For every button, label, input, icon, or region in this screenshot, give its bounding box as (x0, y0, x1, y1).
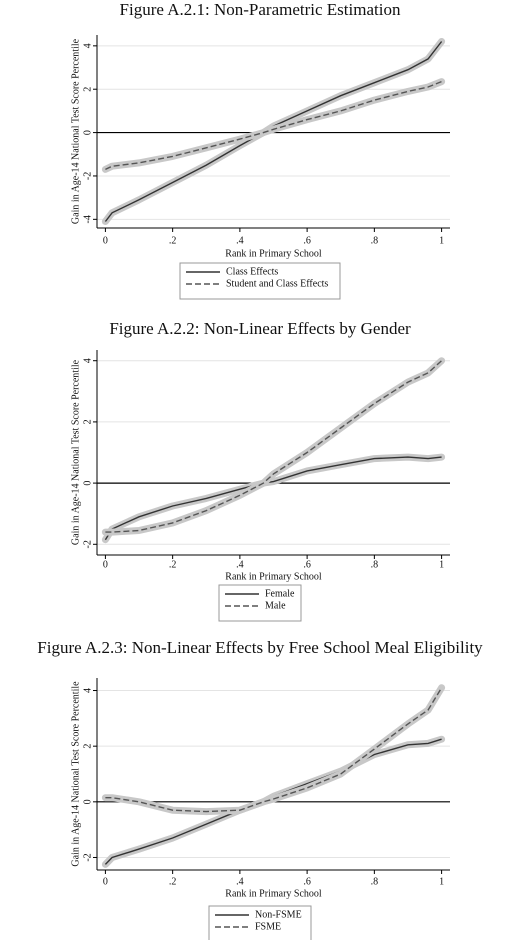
legend-label: Class Effects (226, 266, 278, 277)
x-tick-label: .2 (169, 235, 177, 246)
x-tick-label: 1 (439, 235, 444, 246)
y-tick-label: 2 (82, 744, 93, 749)
y-tick-label: 0 (82, 130, 93, 135)
series-line (105, 80, 442, 171)
legend-label: Non-FSME (255, 909, 302, 920)
x-axis-title: Rank in Primary School (225, 888, 322, 899)
x-tick-label: .4 (236, 559, 244, 570)
y-tick-label: -2 (82, 172, 93, 180)
x-tick-label: .6 (303, 235, 311, 246)
y-tick-label: 4 (82, 358, 93, 363)
y-tick-label: -2 (82, 540, 93, 548)
legend-label: Male (265, 600, 286, 611)
y-tick-label: 0 (82, 481, 93, 486)
y-tick-label: -4 (82, 215, 93, 223)
x-tick-label: .4 (236, 876, 244, 887)
confidence-band (101, 357, 446, 536)
legend-box (218, 584, 302, 622)
x-tick-label: .2 (169, 876, 177, 887)
series-line (105, 687, 443, 813)
y-axis-title: Gain in Age-14 National Test Score Perce… (70, 38, 81, 224)
x-axis-title: Rank in Primary School (225, 571, 322, 582)
x-tick-label: .8 (371, 876, 379, 887)
x-axis-title: Rank in Primary School (225, 248, 322, 259)
x-tick-label: 0 (103, 876, 108, 887)
x-tick-label: .6 (303, 876, 311, 887)
legend-label: FSME (255, 921, 281, 932)
y-tick-label: 4 (82, 43, 93, 48)
legend-box (179, 262, 341, 300)
legend-label: Student and Class Effects (226, 278, 328, 289)
x-tick-label: 1 (439, 559, 444, 570)
y-tick-label: 0 (82, 799, 93, 804)
y-tick-label: 4 (82, 688, 93, 693)
series-line (105, 360, 443, 533)
x-tick-label: .8 (371, 235, 379, 246)
x-tick-label: .2 (169, 559, 177, 570)
y-tick-label: 2 (82, 419, 93, 424)
chart-title: Figure A.2.3: Non-Linear Effects by Free… (37, 638, 483, 657)
chart-title: Figure A.2.1: Non-Parametric Estimation (120, 0, 401, 19)
y-tick-label: 2 (82, 87, 93, 92)
chart-title: Figure A.2.2: Non-Linear Effects by Gend… (109, 319, 411, 338)
legend-box (208, 905, 312, 940)
y-axis-title: Gain in Age-14 National Test Score Perce… (70, 681, 81, 867)
x-tick-label: .8 (371, 559, 379, 570)
x-tick-label: .4 (236, 235, 244, 246)
x-tick-label: 0 (103, 559, 108, 570)
y-tick-label: -2 (82, 853, 93, 861)
x-tick-label: 1 (439, 876, 444, 887)
legend-label: Female (265, 588, 295, 599)
y-axis-title: Gain in Age-14 National Test Score Perce… (70, 359, 81, 545)
x-tick-label: 0 (103, 235, 108, 246)
x-tick-label: .6 (303, 559, 311, 570)
